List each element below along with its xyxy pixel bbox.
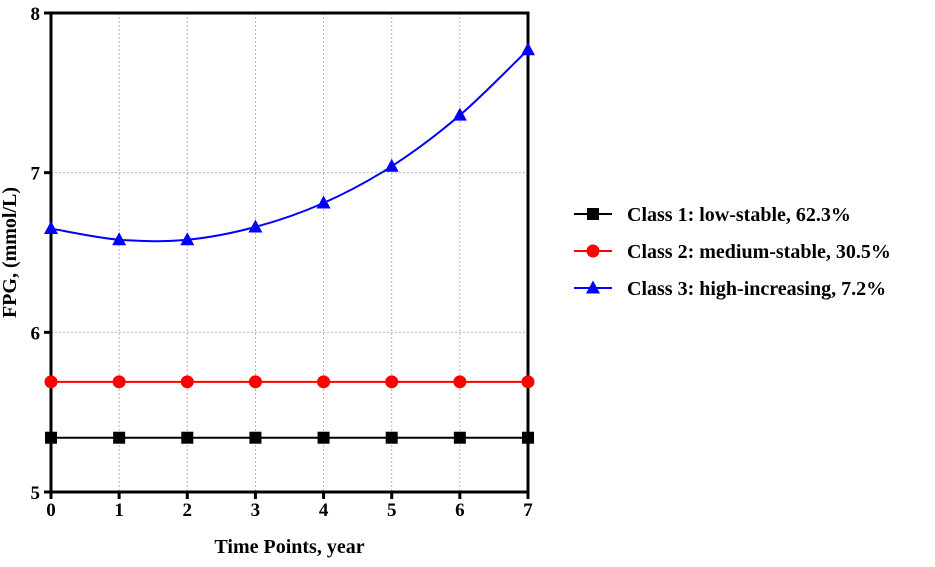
data-point-class-3 (384, 158, 399, 172)
data-point-class-2 (112, 375, 126, 389)
data-point-class-3 (180, 232, 195, 246)
x-tick-label: 4 (319, 500, 329, 521)
y-tick-label: 8 (31, 4, 41, 25)
y-axis-ticks: 5 6 7 8 (31, 4, 51, 504)
x-tick-label: 3 (251, 500, 261, 521)
data-point-class-2 (521, 375, 535, 389)
legend-label: Class 1: low-stable, 62.3% (627, 204, 851, 226)
data-point-class-3 (44, 221, 58, 235)
y-tick-label: 5 (31, 483, 41, 504)
legend-marker (586, 280, 600, 294)
x-axis-ticks: 0 1 2 3 4 5 6 7 (46, 492, 533, 521)
data-point-class-3 (316, 195, 331, 209)
data-point-class-1 (522, 431, 534, 444)
data-point-class-1 (45, 431, 57, 444)
y-axis-title: FPG, (mmol/L) (0, 187, 21, 318)
legend-item-class-1: Class 1: low-stable, 62.3% (574, 204, 851, 226)
x-tick-label: 5 (387, 500, 397, 521)
legend: Class 1: low-stable, 62.3% Class 2: mediu… (574, 204, 891, 300)
data-point-class-2 (180, 375, 194, 389)
data-point-class-2 (248, 375, 262, 389)
data-point-class-2 (453, 375, 467, 389)
data-point-class-2 (44, 375, 58, 389)
data-point-class-2 (385, 375, 399, 389)
x-tick-label: 0 (46, 500, 56, 521)
y-tick-label: 6 (31, 323, 41, 344)
x-tick-label: 1 (114, 500, 124, 521)
y-tick-label: 7 (31, 164, 41, 185)
data-point-class-1 (113, 431, 126, 444)
data-point-class-2 (317, 375, 331, 389)
data-point-class-1 (317, 431, 330, 444)
axes (49, 11, 530, 494)
x-tick-label: 6 (455, 500, 465, 521)
legend-marker (586, 244, 600, 258)
data-point-class-1 (181, 431, 194, 444)
legend-label: Class 3: high-increasing, 7.2% (627, 278, 886, 300)
data-point-class-3 (521, 42, 535, 56)
data-point-class-1 (249, 431, 262, 444)
x-tick-label: 2 (183, 500, 193, 521)
grid (51, 13, 528, 492)
data-point-class-1 (453, 431, 466, 444)
data-point-class-3 (248, 219, 263, 233)
data-point-class-1 (385, 431, 398, 444)
data-point-class-3 (112, 232, 127, 246)
legend-item-class-3: Class 3: high-increasing, 7.2% (574, 278, 886, 300)
legend-label: Class 2: medium-stable, 30.5% (627, 241, 891, 263)
series-line-class-3 (50, 49, 529, 243)
x-axis-title: Time Points, year (214, 536, 364, 558)
series-markers (44, 42, 535, 444)
plot-frame (49, 11, 530, 494)
x-tick-label: 7 (523, 500, 533, 521)
data-point-class-3 (452, 107, 467, 121)
legend-marker (587, 208, 599, 220)
legend-item-class-2: Class 2: medium-stable, 30.5% (574, 241, 891, 263)
